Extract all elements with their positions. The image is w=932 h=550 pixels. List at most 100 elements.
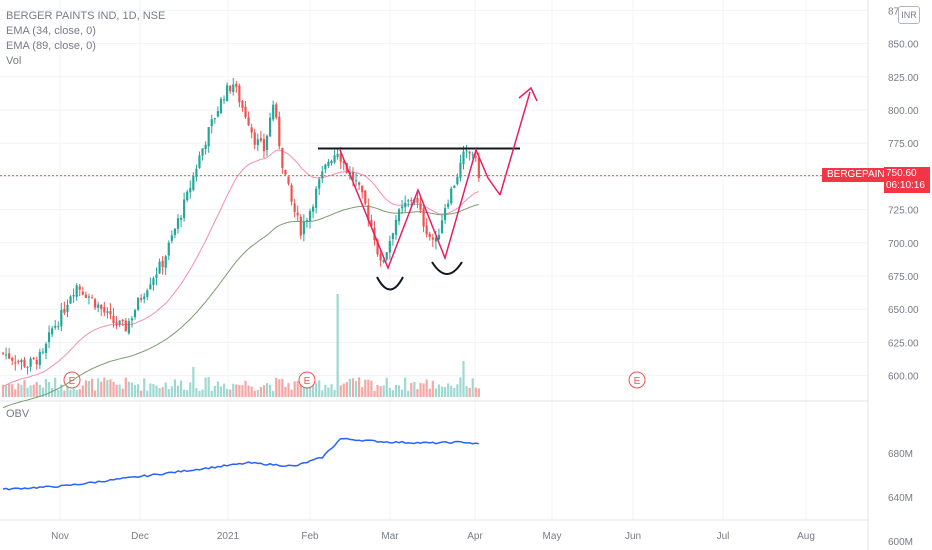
price-tick-label: 775.00 [888,139,919,150]
volume-bar [391,390,394,397]
time-tick-label: Mar [381,531,399,542]
volume-bar [315,383,318,397]
volume-bar [35,381,38,397]
candle-body [158,261,161,274]
candle-body [296,212,299,216]
volume-bar [443,387,447,397]
volume-bar [241,385,244,397]
volume-bar [284,386,287,397]
volume-bar [468,387,471,397]
candle-body [275,104,278,118]
volume-bar [133,385,137,397]
double-bottom-pattern-line [339,147,501,271]
time-tick-label: Jun [625,531,641,542]
volume-bar [179,380,183,397]
candle-body [434,237,437,242]
candle-body [97,304,100,308]
volume-bar [136,384,140,397]
price-axis-labels: 875.00850.00825.00800.00775.00750.00725.… [888,6,919,382]
volume-bar [440,386,444,397]
candle-body [250,127,253,133]
candle-body [262,139,266,152]
volume-bar [459,377,462,397]
candle-body [391,233,394,240]
candle-body [90,297,94,299]
volume-bar [232,383,235,397]
currency-button[interactable]: INR [898,6,920,24]
volume-bar [57,389,60,397]
candle-body [204,144,207,150]
volume-bar [244,380,247,397]
volume-bar [198,390,201,397]
candle-body [244,106,247,118]
candle-body [358,182,361,185]
volume-bar [14,389,17,397]
volume-bar [413,382,416,397]
candle-body [124,320,127,332]
volume-bar [222,383,226,397]
candle-body [339,153,342,162]
candle-body [315,188,318,208]
candle-body [176,218,180,229]
candle-body [170,235,173,241]
volume-bar [26,387,29,397]
legend-vol: Vol [6,55,22,67]
last-price-tag: 750.60 06:10:16 [884,167,930,193]
volume-bar [149,383,152,397]
volume-bar [66,378,69,397]
candle-body [379,254,382,261]
candle-body [179,217,183,220]
volume-bar [47,382,51,397]
volume-bar [17,383,20,397]
volume-bar [465,386,468,397]
candle-body [29,358,32,367]
volume-bar [293,381,296,397]
volume-bar [330,384,333,397]
volume-bar [339,385,342,397]
chart-legend: BERGER PAINTS IND, 1D, NSE EMA (34, clos… [6,9,165,69]
candle-body [407,200,410,202]
volume-bar [290,389,293,397]
bottom-arc-right [431,261,463,275]
candle-body [219,98,223,114]
candle-body [4,354,8,356]
candle-body [388,240,391,253]
volume-bar [81,385,84,397]
candle-body [253,132,256,145]
time-tick-label: 2021 [217,531,240,542]
candle-body [290,185,293,202]
volume-bar [447,383,450,397]
candle-body [428,233,431,238]
earnings-event-marker [298,371,316,389]
candle-body [192,175,195,190]
candle-body [284,169,287,175]
candle-body [443,208,447,221]
candle-body [468,151,471,154]
volume-bar [84,380,87,397]
time-tick-label: Jul [717,531,730,542]
volume-bar [130,382,134,397]
candle-body [75,285,78,297]
volume-bar [112,381,115,397]
candle-body [394,219,398,235]
volume-bar [348,378,352,397]
volume-bar [373,390,376,397]
volume-bar [376,384,379,397]
candle-body [216,111,219,117]
candle-body [60,309,63,327]
volume-bar [44,378,48,397]
candle-body [410,200,413,202]
volume-bar [462,361,465,397]
volume-bar [189,382,192,397]
candle-body [72,295,75,297]
volume-bar [272,390,275,397]
candle-body [127,321,130,334]
time-tick-label: Aug [797,531,815,542]
earnings-event-label: E [69,376,76,387]
obv-line [2,437,479,491]
volume-bar [54,377,57,397]
candle-body [140,298,143,300]
candle-body [256,139,259,146]
volume-bar [456,384,459,397]
